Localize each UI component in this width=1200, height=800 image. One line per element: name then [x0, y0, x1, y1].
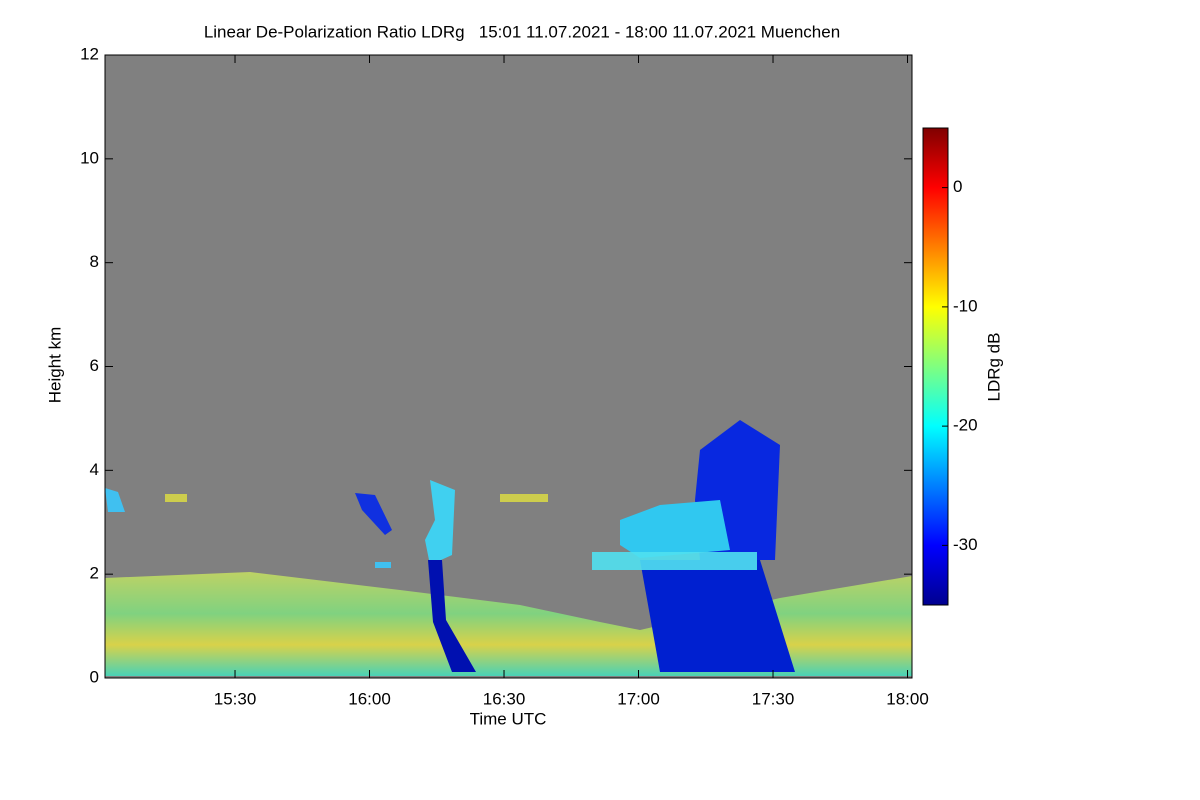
x-tick-label: 17:30: [752, 689, 795, 708]
x-axis-label: Time UTC: [470, 709, 547, 728]
y-tick-label: 0: [90, 667, 99, 686]
y-axis-label: Height km: [45, 327, 64, 404]
x-tick-label: 17:00: [617, 689, 660, 708]
y-tick-label: 12: [80, 44, 99, 63]
y-tick-label: 4: [90, 460, 99, 479]
y-tick-label: 8: [90, 252, 99, 271]
x-tick-label: 16:30: [483, 689, 526, 708]
y-tick-label: 2: [90, 564, 99, 583]
x-tick-label: 16:00: [348, 689, 391, 708]
colorbar-tick-label: -10: [953, 296, 978, 315]
colorbar-tick-label: -20: [953, 416, 978, 435]
y-tick-label: 6: [90, 356, 99, 375]
colorbar-label: LDRg dB: [984, 333, 1003, 402]
colorbar-tick-label: -30: [953, 535, 978, 554]
y-tick-label: 10: [80, 148, 99, 167]
colorbar-tick-label: 0: [953, 177, 962, 196]
colorbar: [922, 127, 949, 606]
x-tick-label: 15:30: [214, 689, 257, 708]
lidar-field: [105, 420, 912, 676]
x-tick-label: 18:00: [886, 689, 929, 708]
chart-title: Linear De-Polarization Ratio LDRg 15:01 …: [204, 22, 840, 41]
